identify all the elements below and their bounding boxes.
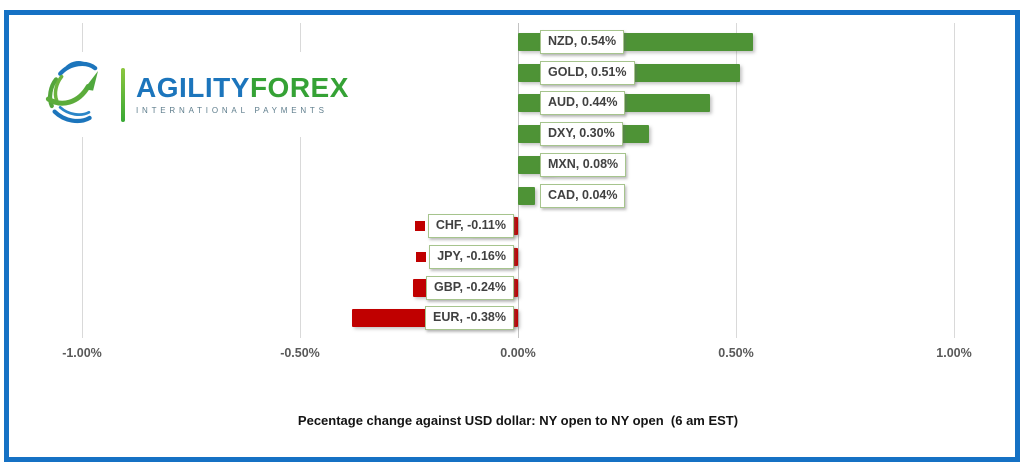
x-tick-label: 0.50% xyxy=(718,346,754,360)
brand-tagline: INTERNATIONAL PAYMENTS xyxy=(136,106,328,115)
legend-key-square xyxy=(416,251,427,262)
legend-key-square xyxy=(412,282,423,293)
data-label-jpy: JPY, -0.16% xyxy=(416,244,514,269)
data-label-box: EUR, -0.38% xyxy=(425,305,514,330)
data-label-aud: AUD, 0.44% xyxy=(540,90,626,115)
data-label-box: JPY, -0.16% xyxy=(429,244,514,269)
data-label-gbp: GBP, -0.24% xyxy=(412,275,514,300)
data-label-box: MXN, 0.08% xyxy=(540,152,627,177)
globe-swoosh-icon xyxy=(42,54,112,135)
legend-key-square xyxy=(414,220,425,231)
agilityforex-logo: AGILITYFOREX INTERNATIONAL PAYMENTS xyxy=(34,52,357,137)
data-label-nzd: NZD, 0.54% xyxy=(540,29,625,54)
logo-divider xyxy=(121,67,125,122)
data-label-mxn: MXN, 0.08% xyxy=(540,152,627,177)
x-tick-label: -1.00% xyxy=(62,346,102,360)
x-tick-label: -0.50% xyxy=(280,346,320,360)
data-label-box: DXY, 0.30% xyxy=(540,121,623,146)
data-label-eur: EUR, -0.38% xyxy=(412,305,514,330)
brand-forex: FOREX xyxy=(249,72,349,103)
data-label-box: AUD, 0.44% xyxy=(540,90,626,115)
chart-title: Pecentage change against USD dollar: NY … xyxy=(297,413,739,428)
legend-key-square xyxy=(412,312,423,323)
gridline xyxy=(736,23,737,338)
bar-cad xyxy=(518,187,535,205)
data-label-box: CAD, 0.04% xyxy=(540,183,626,208)
data-label-cad: CAD, 0.04% xyxy=(540,183,626,208)
x-tick-label: 1.00% xyxy=(936,346,972,360)
brand-name: AGILITYFOREX xyxy=(136,74,349,102)
data-label-box: CHF, -0.11% xyxy=(427,213,514,238)
gridline xyxy=(300,23,301,338)
data-label-box: NZD, 0.54% xyxy=(540,29,625,54)
zero-axis-line xyxy=(518,23,519,338)
data-label-dxy: DXY, 0.30% xyxy=(540,121,623,146)
x-tick-label: 0.00% xyxy=(500,346,536,360)
data-label-box: GOLD, 0.51% xyxy=(540,60,635,85)
data-label-box: GBP, -0.24% xyxy=(425,275,514,300)
gridline xyxy=(82,23,83,338)
brand-agility: AGILITY xyxy=(136,72,250,103)
data-label-chf: CHF, -0.11% xyxy=(414,213,514,238)
gridline xyxy=(954,23,955,338)
data-label-gold: GOLD, 0.51% xyxy=(540,60,635,85)
